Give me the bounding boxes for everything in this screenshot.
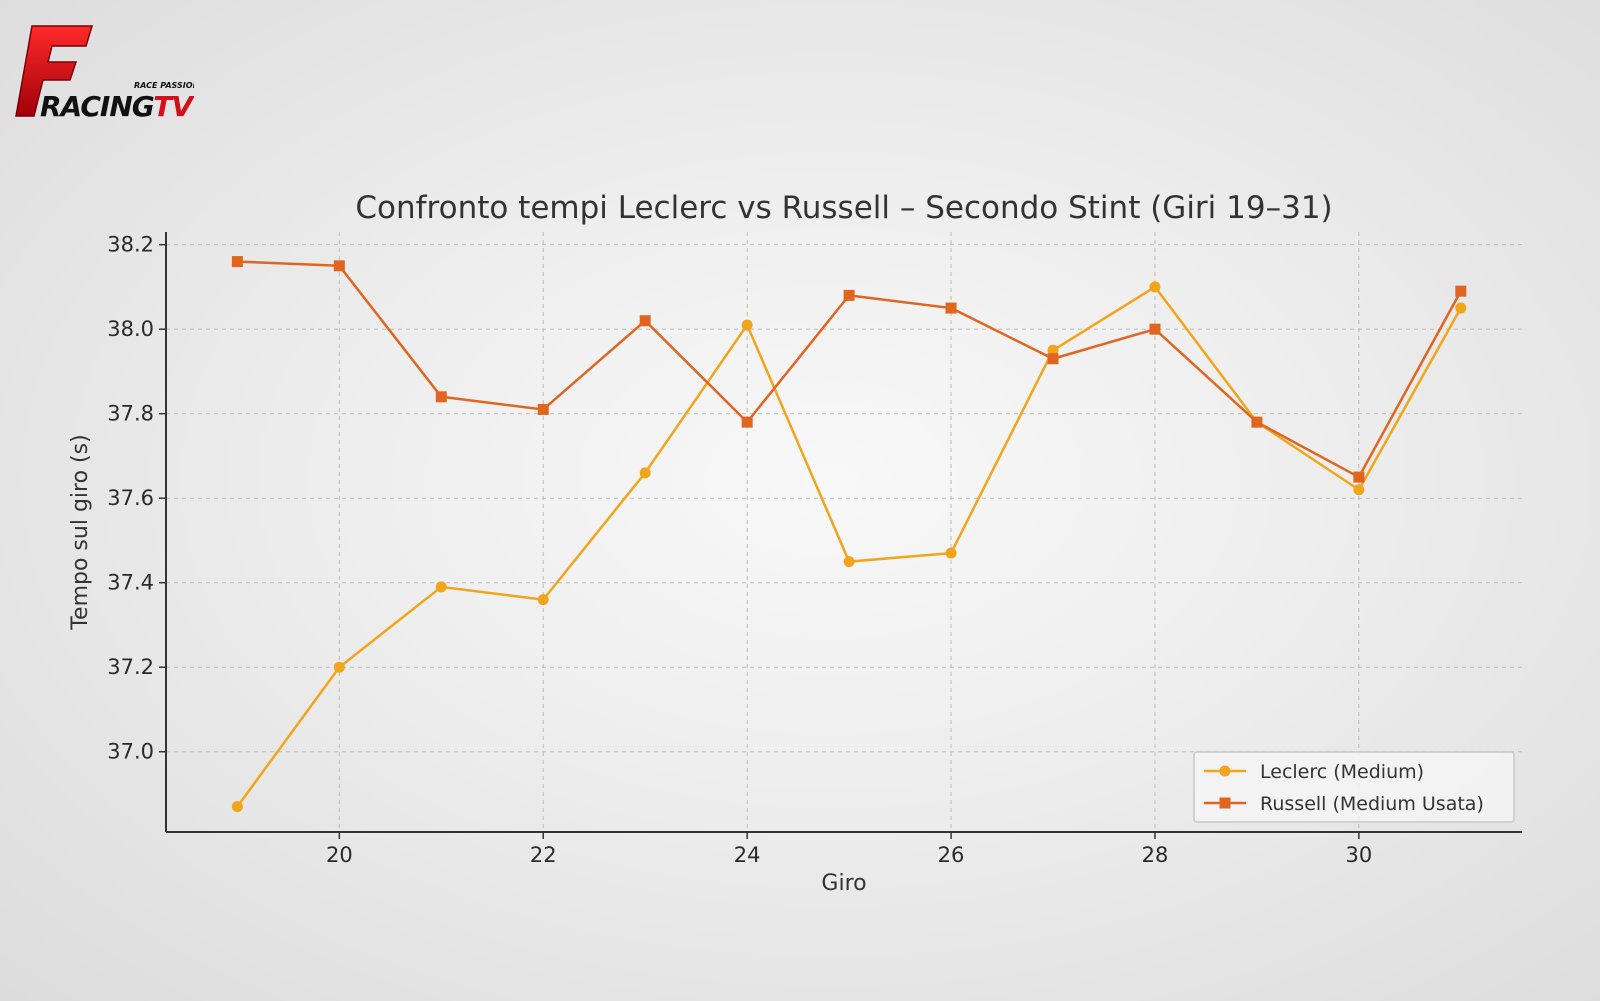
data-point-russell (1047, 353, 1059, 365)
series-layer (231, 256, 1467, 813)
data-point-russell (945, 302, 957, 314)
data-point-leclerc (1149, 281, 1161, 293)
data-point-leclerc (1047, 344, 1059, 356)
data-point-russell (1251, 416, 1263, 428)
data-point-russell (231, 256, 243, 268)
data-point-leclerc (945, 547, 957, 559)
logo-wordmark: RACINGTV (40, 90, 194, 123)
legend-box (1193, 751, 1515, 823)
x-tick-label: 22 (530, 843, 557, 867)
legend-marker-circle (1219, 765, 1231, 777)
logo-f-mark (15, 25, 94, 117)
data-point-russell (435, 391, 447, 403)
x-tick-label: 20 (326, 843, 353, 867)
y-tick-label: 38.0 (107, 317, 154, 341)
y-tick-label: 37.8 (107, 402, 154, 426)
x-tick-label: 28 (1142, 843, 1169, 867)
axes (165, 232, 1522, 833)
x-tick-label: 30 (1346, 843, 1373, 867)
data-point-leclerc (537, 594, 549, 606)
logo-tagline: RACE PASSION (134, 81, 194, 90)
data-point-russell (1353, 471, 1365, 483)
legend-label: Russell (Medium Usata) (1260, 793, 1484, 815)
data-point-leclerc (231, 801, 243, 813)
legend-marker-square (1219, 797, 1231, 809)
y-tick-label: 37.6 (107, 486, 154, 510)
data-point-russell (1149, 323, 1161, 335)
y-ticks: 37.0 37.2 37.4 37.6 37.8 38.0 38.2 (107, 233, 166, 764)
series-line (236, 285, 1462, 808)
x-axis-label: Giro (821, 871, 866, 896)
data-point-russell (1455, 285, 1467, 297)
data-point-leclerc (333, 661, 345, 673)
data-point-russell (333, 260, 345, 272)
data-point-leclerc (435, 581, 447, 593)
data-point-leclerc (1455, 302, 1467, 314)
y-tick-label: 38.2 (107, 233, 154, 257)
logo-wordmark-tv: TV (153, 90, 194, 123)
y-tick-label: 37.0 (107, 740, 154, 764)
x-tick-label: 24 (734, 843, 761, 867)
data-point-leclerc (741, 319, 753, 331)
x-ticks: 20 22 24 26 28 30 (326, 832, 1372, 867)
logo-wordmark-racing: RACING (40, 90, 154, 123)
chart-title: Confronto tempi Leclerc vs Russell – Sec… (355, 190, 1332, 226)
data-point-russell (537, 403, 549, 415)
x-tick-label: 26 (938, 843, 965, 867)
data-point-russell (843, 289, 855, 301)
grid (166, 232, 1522, 832)
data-point-leclerc (639, 467, 651, 479)
y-tick-label: 37.4 (107, 571, 154, 595)
data-point-russell (639, 315, 651, 327)
y-tick-label: 37.2 (107, 655, 154, 679)
data-point-leclerc (1353, 484, 1365, 496)
legend: Leclerc (Medium) Russell (Medium Usata) (1193, 751, 1515, 823)
y-axis-label: Tempo sul giro (s) (68, 434, 93, 630)
racingtv-logo: RACE PASSION RACINGTV (15, 25, 194, 123)
data-point-leclerc (843, 556, 855, 568)
data-point-russell (741, 416, 753, 428)
legend-label: Leclerc (Medium) (1260, 761, 1424, 783)
